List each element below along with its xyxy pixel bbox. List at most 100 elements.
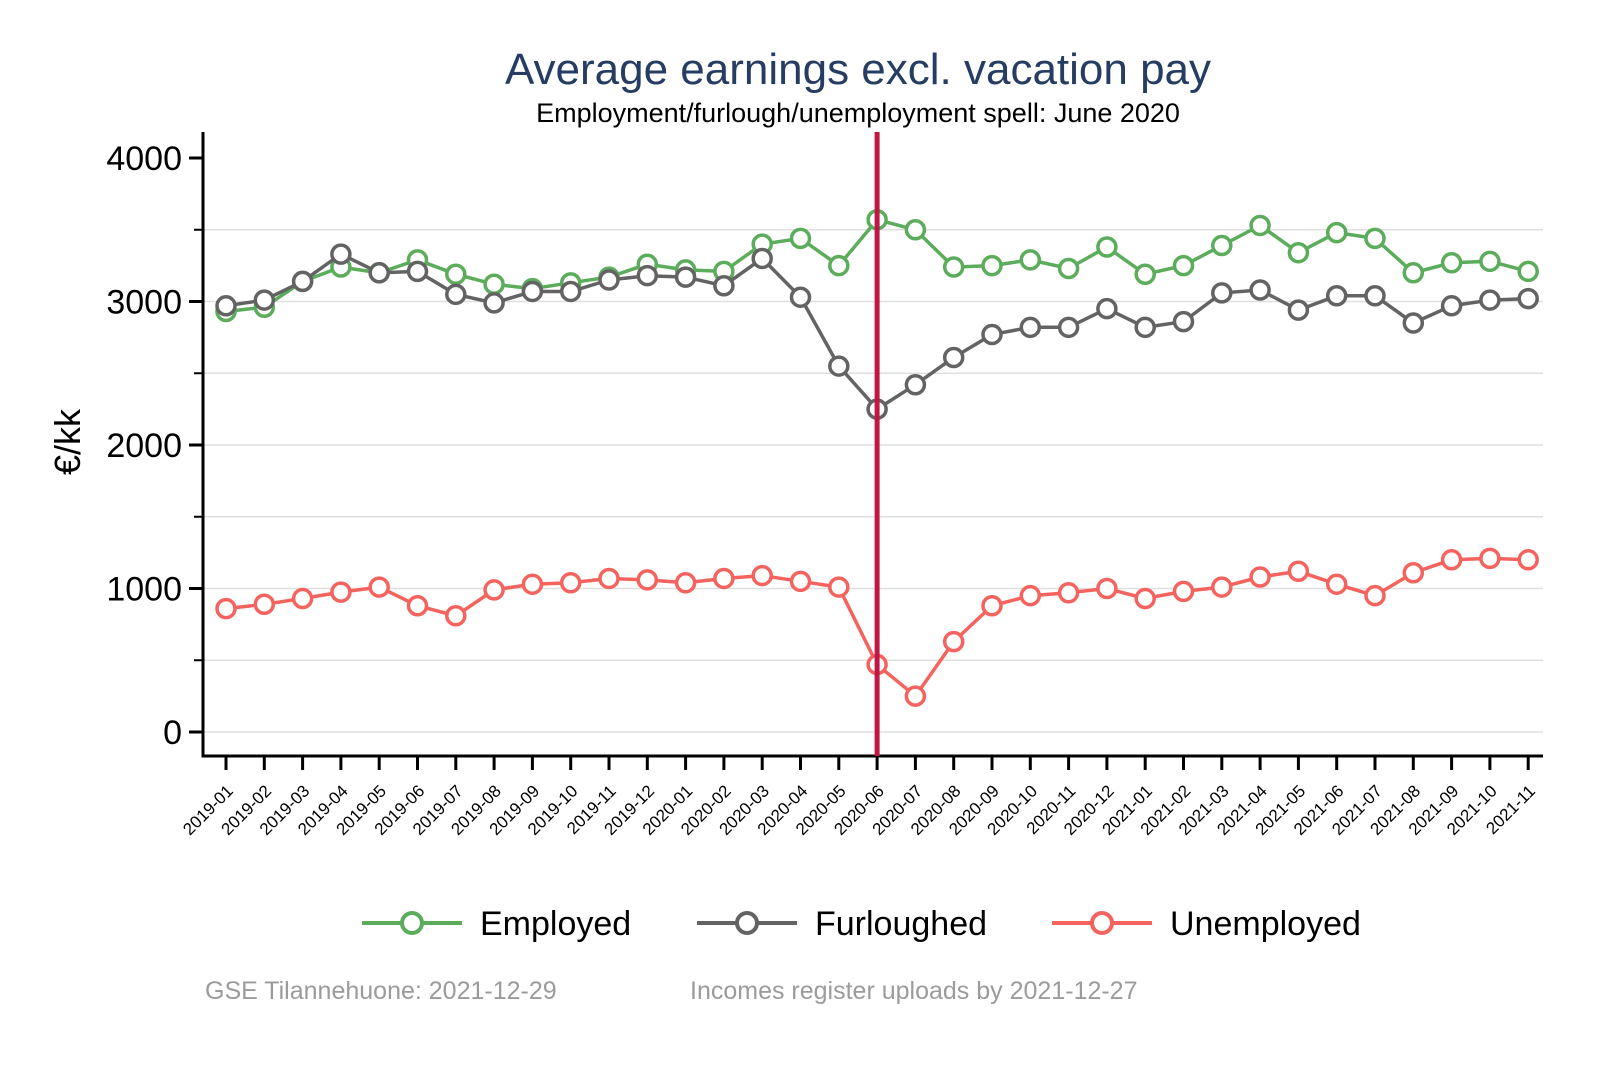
legend-item-furloughed: Furloughed — [697, 905, 987, 943]
marker-furloughed — [1479, 289, 1501, 311]
marker-employed — [1364, 227, 1386, 250]
marker-unemployed — [904, 685, 927, 707]
marker-furloughed — [1364, 285, 1386, 307]
marker-furloughed — [636, 264, 659, 287]
marker-furloughed — [291, 270, 314, 293]
marker-furloughed — [828, 355, 850, 377]
marker-unemployed — [406, 594, 429, 617]
marker-furloughed — [981, 323, 1003, 346]
marker-unemployed — [1057, 582, 1080, 604]
marker-unemployed — [559, 572, 582, 594]
marker-unemployed — [674, 572, 697, 594]
marker-furloughed — [406, 260, 429, 283]
legend-marker-unemployed — [1090, 911, 1114, 935]
marker-furloughed — [445, 283, 467, 306]
marker-furloughed — [713, 274, 735, 297]
marker-unemployed — [713, 567, 735, 590]
marker-unemployed — [1019, 584, 1042, 607]
marker-unemployed — [789, 570, 812, 593]
marker-unemployed — [1287, 560, 1310, 583]
marker-furloughed — [1440, 295, 1463, 317]
marker-furloughed — [368, 262, 390, 284]
marker-unemployed — [751, 564, 773, 587]
marker-furloughed — [253, 289, 276, 311]
y-axis-title: €/kk — [47, 408, 88, 475]
marker-furloughed — [1249, 279, 1271, 301]
marker-furloughed — [904, 373, 927, 396]
marker-employed — [1134, 263, 1156, 285]
marker-unemployed — [1325, 573, 1348, 595]
footer-note-left: GSE Tilannehuone: 2021-12-29 — [205, 977, 557, 1005]
marker-furloughed — [1287, 299, 1310, 321]
y-tick-label: 2000 — [106, 427, 182, 465]
marker-unemployed — [828, 576, 850, 598]
legend-item-employed: Employed — [362, 905, 631, 943]
marker-unemployed — [1249, 566, 1271, 588]
legend-marker-employed — [400, 911, 424, 935]
marker-furloughed — [1134, 316, 1156, 339]
marker-employed — [1211, 234, 1233, 257]
y-tick-label: 4000 — [106, 140, 182, 178]
marker-unemployed — [368, 576, 390, 598]
marker-unemployed — [981, 594, 1003, 617]
legend-label-furloughed: Furloughed — [815, 905, 987, 943]
marker-furloughed — [598, 269, 620, 291]
marker-furloughed — [1172, 310, 1195, 333]
marker-unemployed — [291, 587, 314, 610]
marker-unemployed — [598, 567, 620, 590]
marker-furloughed — [521, 280, 544, 303]
marker-employed — [1096, 236, 1118, 258]
y-tick-label: 3000 — [106, 284, 182, 322]
marker-unemployed — [215, 597, 237, 620]
marker-unemployed — [942, 630, 965, 653]
marker-employed — [942, 256, 965, 278]
marker-employed — [1249, 214, 1271, 237]
marker-unemployed — [1479, 547, 1501, 570]
marker-employed — [904, 219, 927, 241]
marker-unemployed — [636, 569, 659, 591]
marker-furloughed — [330, 243, 352, 265]
marker-unemployed — [1134, 587, 1156, 610]
marker-employed — [1019, 249, 1042, 271]
marker-furloughed — [215, 295, 237, 317]
marker-employed — [981, 254, 1003, 277]
marker-employed — [1440, 252, 1463, 274]
footer-note-right: Incomes register uploads by 2021-12-27 — [690, 977, 1138, 1005]
marker-furloughed — [1096, 297, 1118, 320]
marker-unemployed — [445, 605, 467, 627]
marker-furloughed — [942, 346, 965, 369]
legend-item-unemployed: Unemployed — [1052, 905, 1361, 943]
marker-employed — [789, 227, 812, 250]
y-tick-label: 1000 — [106, 571, 182, 609]
legend: Employed Furloughed Unemployed — [362, 905, 1361, 943]
legend-marker-furloughed — [735, 911, 759, 935]
marker-unemployed — [253, 593, 276, 616]
marker-unemployed — [521, 573, 544, 595]
marker-furloughed — [1211, 282, 1233, 304]
y-tick-label: 0 — [163, 714, 182, 752]
marker-furloughed — [1019, 316, 1042, 339]
chart-subtitle: Employment/furlough/unemployment spell: … — [536, 98, 1180, 128]
marker-employed — [1325, 221, 1348, 244]
marker-employed — [1402, 262, 1425, 284]
marker-furloughed — [559, 280, 582, 303]
marker-employed — [1479, 250, 1501, 273]
marker-furloughed — [789, 286, 812, 308]
marker-furloughed — [1325, 285, 1348, 307]
marker-unemployed — [1096, 577, 1118, 600]
marker-unemployed — [1517, 549, 1539, 571]
marker-employed — [1057, 257, 1080, 280]
marker-employed — [445, 263, 467, 285]
marker-employed — [1517, 260, 1539, 283]
marker-unemployed — [1211, 576, 1233, 598]
marker-employed — [483, 273, 505, 296]
legend-label-employed: Employed — [480, 905, 631, 943]
marker-furloughed — [1057, 316, 1080, 339]
marker-furloughed — [751, 247, 773, 270]
marker-furloughed — [674, 266, 697, 288]
plot-area: 010002000300040002019-012019-022019-0320… — [106, 132, 1543, 839]
marker-furloughed — [1402, 312, 1425, 334]
marker-unemployed — [1402, 561, 1425, 584]
